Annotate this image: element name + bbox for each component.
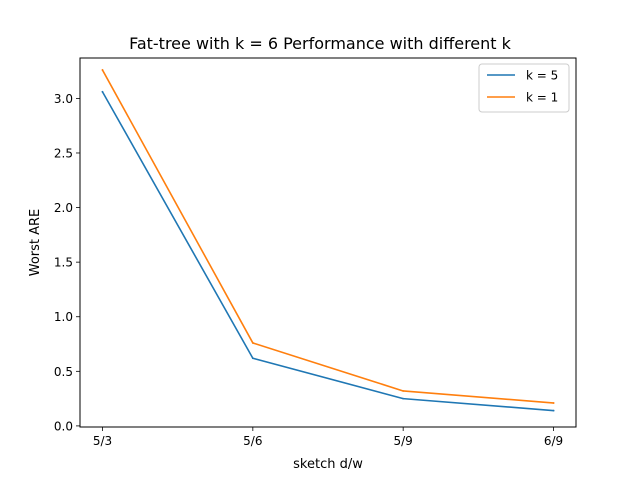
data-point <box>251 357 254 360</box>
series-layer <box>101 68 555 412</box>
series-line-2 <box>101 68 555 404</box>
y-tick-label: 1.5 <box>54 256 73 270</box>
plot-frame <box>79 57 577 428</box>
y-tick-label: 2.5 <box>54 146 73 160</box>
x-tick-label: 6/9 <box>544 434 563 448</box>
y-tick-label: 2.0 <box>54 201 73 215</box>
data-point <box>101 69 104 71</box>
series-line-1 <box>101 90 555 412</box>
x-axis-label: sketch d/w <box>293 457 363 472</box>
y-tick-label: 0.5 <box>54 365 73 379</box>
y-tick-label: 0.0 <box>54 419 73 433</box>
legend-label: k = 1 <box>526 91 558 105</box>
legend: k = 5 k = 1 <box>478 63 570 113</box>
chart-title: Fat-tree with k = 6 Performance with dif… <box>129 34 512 53</box>
y-tick-label: 1.0 <box>54 310 73 324</box>
x-axis: 5/3 5/6 5/9 6/9 <box>93 427 563 448</box>
data-point <box>402 397 405 400</box>
legend-frame <box>478 63 570 113</box>
y-axis-label: Worst ARE <box>28 209 43 277</box>
data-point <box>101 90 104 93</box>
x-tick-label: 5/6 <box>243 434 262 448</box>
data-point <box>402 390 405 392</box>
data-point <box>251 342 254 344</box>
y-axis: 0.0 0.5 1.0 1.5 2.0 2.5 3.0 <box>54 92 80 433</box>
x-tick-label: 5/3 <box>93 434 112 448</box>
data-point <box>552 409 555 412</box>
legend-label: k = 5 <box>526 69 558 83</box>
y-tick-label: 3.0 <box>54 92 73 106</box>
data-point <box>552 402 555 404</box>
x-tick-label: 5/9 <box>394 434 413 448</box>
